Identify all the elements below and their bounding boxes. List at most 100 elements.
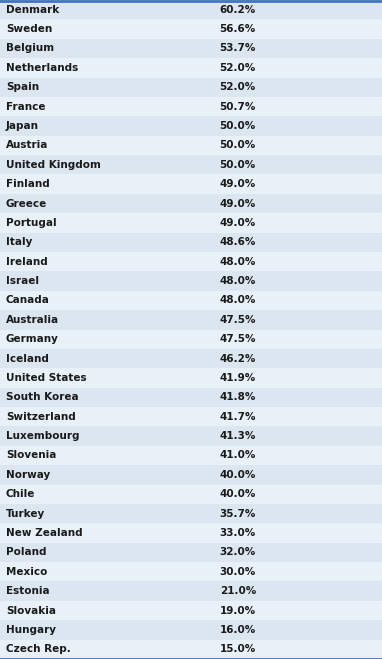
Bar [0, 272, 382, 291]
Text: 41.9%: 41.9% [220, 373, 256, 383]
Bar [0, 252, 382, 272]
Text: Estonia: Estonia [6, 586, 50, 596]
Text: 50.7%: 50.7% [220, 101, 256, 111]
Text: Poland: Poland [6, 548, 47, 558]
Bar [0, 19, 382, 39]
Bar [0, 426, 382, 445]
Text: 52.0%: 52.0% [220, 63, 256, 73]
Text: 48.6%: 48.6% [220, 237, 256, 247]
Bar [0, 581, 382, 601]
Bar [0, 97, 382, 116]
Text: United Kingdom: United Kingdom [6, 159, 101, 170]
Text: 60.2%: 60.2% [220, 5, 256, 14]
Text: Hungary: Hungary [6, 625, 56, 635]
Text: Czech Rep.: Czech Rep. [6, 645, 71, 654]
Bar [0, 562, 382, 581]
Bar [0, 484, 382, 504]
Bar [0, 620, 382, 640]
Text: Germany: Germany [6, 334, 59, 344]
Bar [0, 407, 382, 426]
Text: Sweden: Sweden [6, 24, 52, 34]
Text: Greece: Greece [6, 198, 47, 208]
Bar [0, 155, 382, 175]
Bar [0, 116, 382, 136]
Bar [0, 39, 382, 58]
Text: 33.0%: 33.0% [220, 528, 256, 538]
Bar [0, 504, 382, 523]
Text: 47.5%: 47.5% [220, 315, 256, 325]
Text: Australia: Australia [6, 315, 59, 325]
Text: Ireland: Ireland [6, 256, 48, 267]
Text: Italy: Italy [6, 237, 32, 247]
Text: 56.6%: 56.6% [220, 24, 256, 34]
Text: Luxembourg: Luxembourg [6, 431, 79, 441]
Text: New Zealand: New Zealand [6, 528, 83, 538]
Bar [0, 601, 382, 620]
Text: Slovenia: Slovenia [6, 451, 57, 461]
Text: 48.0%: 48.0% [220, 276, 256, 286]
Text: Denmark: Denmark [6, 5, 59, 14]
Text: 41.7%: 41.7% [220, 412, 256, 422]
Text: 49.0%: 49.0% [220, 218, 256, 228]
Text: Netherlands: Netherlands [6, 63, 78, 73]
Bar [0, 233, 382, 252]
Text: 41.0%: 41.0% [220, 451, 256, 461]
Text: 41.8%: 41.8% [220, 392, 256, 403]
Text: Norway: Norway [6, 470, 50, 480]
Bar [0, 330, 382, 349]
Text: 21.0%: 21.0% [220, 586, 256, 596]
Text: Spain: Spain [6, 82, 39, 92]
Text: 35.7%: 35.7% [220, 509, 256, 519]
Bar [0, 543, 382, 562]
Text: Chile: Chile [6, 489, 36, 500]
Bar [0, 58, 382, 78]
Text: 50.0%: 50.0% [220, 140, 256, 150]
Bar [0, 640, 382, 659]
Bar [0, 368, 382, 387]
Text: 40.0%: 40.0% [220, 489, 256, 500]
Text: 19.0%: 19.0% [220, 606, 256, 616]
Bar [0, 136, 382, 155]
Text: France: France [6, 101, 45, 111]
Text: Slovakia: Slovakia [6, 606, 56, 616]
Text: Canada: Canada [6, 295, 50, 305]
Text: Mexico: Mexico [6, 567, 47, 577]
Bar [0, 214, 382, 233]
Bar [0, 445, 382, 465]
Bar [0, 78, 382, 97]
Bar [0, 387, 382, 407]
Text: 49.0%: 49.0% [220, 198, 256, 208]
Text: 46.2%: 46.2% [220, 354, 256, 364]
Bar [0, 291, 382, 310]
Text: 16.0%: 16.0% [220, 625, 256, 635]
Text: 40.0%: 40.0% [220, 470, 256, 480]
Text: Austria: Austria [6, 140, 49, 150]
Bar [0, 310, 382, 330]
Text: Belgium: Belgium [6, 43, 54, 53]
Bar [0, 0, 382, 19]
Text: 50.0%: 50.0% [220, 159, 256, 170]
Text: Turkey: Turkey [6, 509, 45, 519]
Text: Israel: Israel [6, 276, 39, 286]
Bar [0, 523, 382, 543]
Text: Switzerland: Switzerland [6, 412, 76, 422]
Text: 53.7%: 53.7% [220, 43, 256, 53]
Text: 49.0%: 49.0% [220, 179, 256, 189]
Text: 32.0%: 32.0% [220, 548, 256, 558]
Text: United States: United States [6, 373, 87, 383]
Text: 50.0%: 50.0% [220, 121, 256, 131]
Text: 48.0%: 48.0% [220, 256, 256, 267]
Text: Portugal: Portugal [6, 218, 57, 228]
Text: 47.5%: 47.5% [220, 334, 256, 344]
Text: South Korea: South Korea [6, 392, 79, 403]
Text: Japan: Japan [6, 121, 39, 131]
Bar [0, 465, 382, 484]
Text: 52.0%: 52.0% [220, 82, 256, 92]
Bar [0, 349, 382, 368]
Text: Finland: Finland [6, 179, 50, 189]
Text: 48.0%: 48.0% [220, 295, 256, 305]
Text: Iceland: Iceland [6, 354, 49, 364]
Bar [0, 194, 382, 214]
Text: 30.0%: 30.0% [220, 567, 256, 577]
Text: 15.0%: 15.0% [220, 645, 256, 654]
